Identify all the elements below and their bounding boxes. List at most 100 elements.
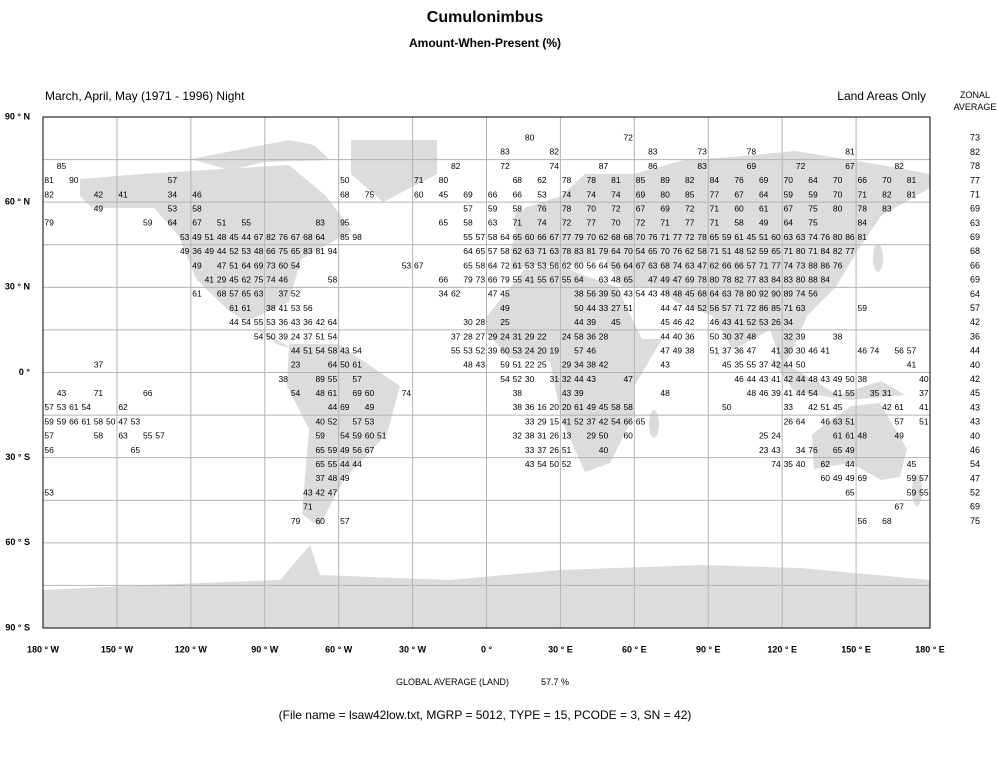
cell-value: 62 <box>513 246 523 256</box>
x-tick-label: 120 ° W <box>175 644 208 654</box>
cell-value: 74 <box>402 388 412 398</box>
cell-value: 72 <box>636 218 646 228</box>
cell-value: 29 <box>537 416 547 426</box>
cell-value: 64 <box>488 260 498 270</box>
cell-value: 38 <box>858 374 868 384</box>
cell-value: 74 <box>266 274 276 284</box>
cell-value: 22 <box>537 331 547 341</box>
cell-value: 52 <box>476 345 486 355</box>
cell-value: 70 <box>636 232 646 242</box>
cell-value: 22 <box>525 360 535 370</box>
cell-value: 44 <box>586 303 596 313</box>
cell-value: 45 <box>500 289 510 299</box>
cell-value: 81 <box>611 175 621 185</box>
cell-value: 31 <box>550 374 560 384</box>
cell-value: 43 <box>821 374 831 384</box>
cell-value: 38 <box>278 374 288 384</box>
zonal-header: AVERAGE <box>954 102 997 112</box>
cell-value: 89 <box>660 175 670 185</box>
cell-value: 59 <box>488 204 498 214</box>
cell-value: 61 <box>352 360 362 370</box>
cell-value: 79 <box>599 246 609 256</box>
cell-value: 58 <box>463 218 473 228</box>
cell-value: 85 <box>771 303 781 313</box>
cell-value: 23 <box>291 360 301 370</box>
cell-value: 60 <box>821 473 831 483</box>
cell-value: 49 <box>500 303 510 313</box>
cell-value: 52 <box>562 459 572 469</box>
x-tick-label: 30 ° W <box>399 644 427 654</box>
cell-value: 86 <box>648 161 658 171</box>
cell-value: 54 <box>352 345 362 355</box>
cell-value: 83 <box>759 274 769 284</box>
zonal-average: 63 <box>970 218 980 228</box>
cell-value: 44 <box>242 232 252 242</box>
cell-value: 67 <box>414 260 424 270</box>
cell-value: 78 <box>586 175 596 185</box>
cell-value: 70 <box>784 175 794 185</box>
cell-value: 54 <box>636 289 646 299</box>
x-tick-label: 90 ° W <box>251 644 279 654</box>
cell-value: 49 <box>94 204 104 214</box>
cell-value: 39 <box>586 317 596 327</box>
cell-value: 49 <box>205 246 215 256</box>
cell-value: 86 <box>821 260 831 270</box>
cell-value: 77 <box>586 218 596 228</box>
cell-value: 47 <box>488 289 498 299</box>
cell-value: 16 <box>537 402 547 412</box>
cell-value: 68 <box>217 289 227 299</box>
cell-value: 74 <box>771 459 781 469</box>
cell-value: 41 <box>784 388 794 398</box>
chart-title: Cumulonimbus <box>427 9 544 26</box>
cell-value: 53 <box>537 189 547 199</box>
cell-value: 40 <box>315 416 325 426</box>
cell-value: 47 <box>623 374 633 384</box>
cell-value: 44 <box>574 317 584 327</box>
cell-value: 75 <box>808 204 818 214</box>
cell-value: 32 <box>784 331 794 341</box>
cell-value: 72 <box>747 303 757 313</box>
cell-value: 33 <box>599 303 609 313</box>
cell-value: 59 <box>315 431 325 441</box>
cell-value: 59 <box>57 416 67 426</box>
cell-value: 71 <box>537 246 547 256</box>
cell-value: 45 <box>722 360 732 370</box>
cell-value: 80 <box>747 289 757 299</box>
cell-value: 45 <box>833 402 843 412</box>
cell-value: 44 <box>217 246 227 256</box>
cell-value: 40 <box>919 374 929 384</box>
cell-value: 24 <box>771 431 781 441</box>
cell-value: 69 <box>660 204 670 214</box>
cell-value: 25 <box>537 360 547 370</box>
cell-value: 37 <box>919 388 929 398</box>
cell-value: 64 <box>315 232 325 242</box>
cell-value: 60 <box>734 204 744 214</box>
x-tick-label: 90 ° E <box>696 644 721 654</box>
cell-value: 54 <box>81 402 91 412</box>
y-tick-label: 60 ° S <box>5 537 30 547</box>
cell-value: 78 <box>722 274 732 284</box>
cell-value: 39 <box>771 388 781 398</box>
cell-value: 74 <box>808 232 818 242</box>
cell-value: 66 <box>537 232 547 242</box>
cell-value: 83 <box>697 161 707 171</box>
cell-value: 81 <box>907 175 917 185</box>
cell-value: 56 <box>586 260 596 270</box>
cell-value: 53 <box>365 416 375 426</box>
cell-value: 47 <box>673 303 683 313</box>
cell-value: 43 <box>291 317 301 327</box>
cell-value: 63 <box>550 246 560 256</box>
cell-value: 33 <box>525 416 535 426</box>
cell-value: 63 <box>833 416 843 426</box>
cell-value: 67 <box>550 232 560 242</box>
zonal-average: 68 <box>970 246 980 256</box>
x-tick-label: 60 ° E <box>622 644 647 654</box>
cell-value: 29 <box>217 274 227 284</box>
cell-value: 50 <box>574 303 584 313</box>
cell-value: 64 <box>784 218 794 228</box>
cell-value: 61 <box>574 402 584 412</box>
cell-value: 44 <box>660 303 670 313</box>
cell-value: 56 <box>611 260 621 270</box>
cell-value: 61 <box>734 232 744 242</box>
cell-value: 50 <box>550 459 560 469</box>
